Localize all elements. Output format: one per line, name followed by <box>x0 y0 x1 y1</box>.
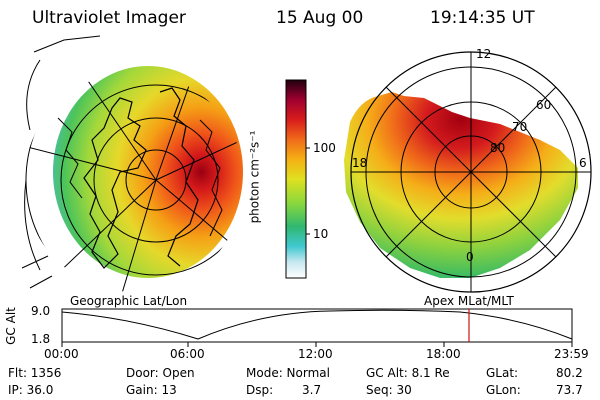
time-tick-0600: 06:00 <box>170 347 205 361</box>
observation-date: 15 Aug 00 <box>276 8 364 28</box>
instrument-title: Ultraviolet Imager <box>32 8 186 28</box>
sequence-number: Seq: 30 <box>366 383 412 397</box>
left-panel-caption: Geographic Lat/Lon <box>70 294 188 308</box>
altitude-plot <box>61 308 573 347</box>
time-tick-2359: 23:59 <box>554 347 589 361</box>
glat-value: 80.2 <box>556 366 583 380</box>
altitude-axis-label: GC Alt <box>3 307 18 345</box>
dsp-label: Dsp: <box>246 383 274 397</box>
mlat-label-60: 60 <box>536 98 552 112</box>
time-tick-1800: 18:00 <box>426 347 461 361</box>
geographic-auroral-image <box>21 35 244 292</box>
mlt-label-6: 6 <box>579 156 587 170</box>
mlat-label-80: 80 <box>490 141 506 155</box>
colorbar-tick-10: 10 <box>313 227 329 241</box>
ip-value: IP: 36.0 <box>8 383 54 397</box>
door-status: Door: Open <box>126 366 195 380</box>
glat-label: GLat: <box>486 366 519 380</box>
colorbar <box>285 79 307 279</box>
gain-value: Gain: 13 <box>126 383 177 397</box>
mlt-label-12: 12 <box>476 47 492 61</box>
mlat-label-70: 70 <box>512 120 528 134</box>
colorbar-unit-label: photon cm⁻²s⁻¹ <box>247 130 262 224</box>
time-tick-1200: 12:00 <box>298 347 333 361</box>
altitude-tick-low: 1.8 <box>31 332 51 346</box>
colorbar-tick-100: 100 <box>313 141 336 155</box>
mode-value: Mode: Normal <box>246 366 330 380</box>
magnetic-auroral-image <box>344 51 592 293</box>
dsp-value: 3.7 <box>302 383 322 397</box>
observation-time: 19:14:35 UT <box>430 8 535 28</box>
glon-value: 73.7 <box>556 383 583 397</box>
altitude-tick-high: 9.0 <box>31 304 51 318</box>
gc-altitude: GC Alt: 8.1 Re <box>366 366 450 380</box>
glon-label: GLon: <box>486 383 521 397</box>
flight-number: Flt: 1356 <box>8 366 62 380</box>
right-panel-caption: Apex MLat/MLT <box>424 294 514 308</box>
mlt-label-18: 18 <box>352 156 368 170</box>
mlt-label-0: 0 <box>466 250 474 264</box>
time-tick-0000: 00:00 <box>44 347 79 361</box>
